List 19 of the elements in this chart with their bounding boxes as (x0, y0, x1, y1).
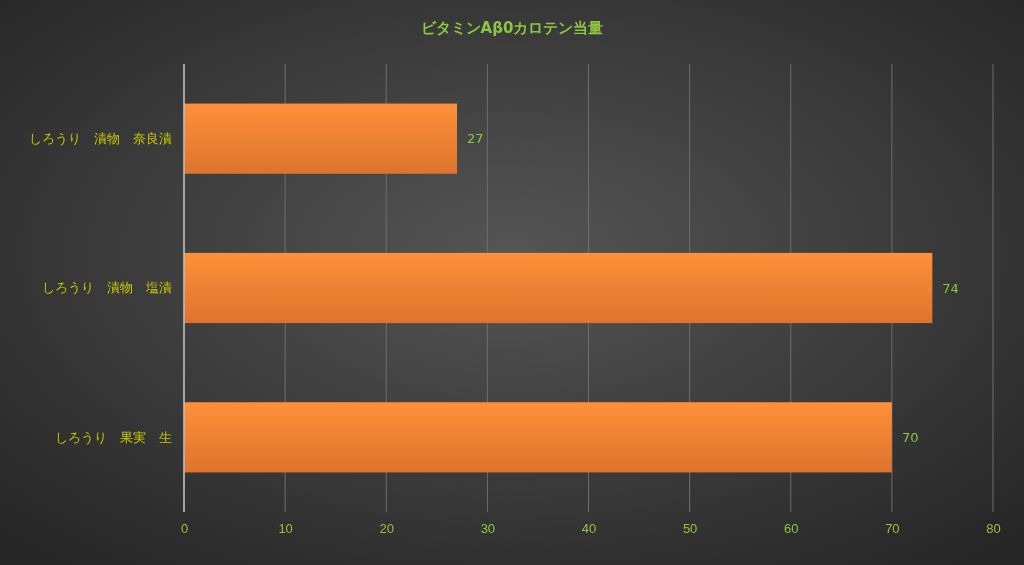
chart-title: ビタミンAβ0カロテン当量 (420, 19, 604, 37)
data-label: 74 (942, 280, 959, 296)
x-tick-label: 80 (986, 521, 1001, 537)
data-label: 70 (901, 429, 919, 445)
x-tick-label: 50 (682, 521, 698, 537)
y-tick-label: しろうり 果実 生 (55, 429, 172, 445)
y-tick-label: しろうり 漬物 奈良漬 (29, 130, 172, 146)
bar (184, 252, 933, 324)
x-tick-label: 70 (885, 521, 900, 537)
x-tick-label: 60 (784, 521, 799, 537)
x-tick-label: 30 (480, 521, 496, 537)
x-tick-label: 10 (278, 521, 293, 537)
x-tick-label: 20 (379, 521, 394, 537)
bar (184, 103, 458, 174)
y-tick-label: しろうり 漬物 塩漬 (42, 280, 172, 296)
data-label: 27 (467, 131, 484, 147)
x-tick-label: 0 (180, 521, 189, 537)
x-tick-label: 40 (581, 521, 597, 537)
bar (184, 402, 892, 473)
